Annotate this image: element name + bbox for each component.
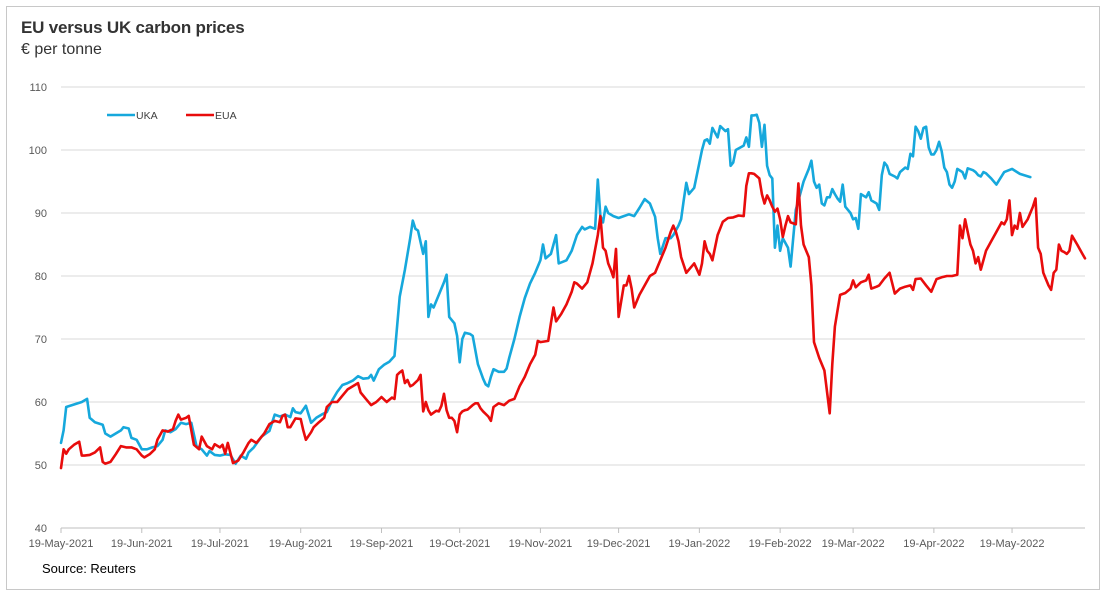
y-tick-label: 50 [35, 460, 47, 472]
y-axis-ticks: 40 50 60 70 80 90 100 110 [29, 82, 47, 535]
x-tick-label: 19-Jul-2021 [191, 538, 249, 550]
y-tick-label: 70 [35, 334, 47, 346]
series-line-eua [59, 172, 1087, 470]
x-tick-label: 19-Dec-2021 [587, 538, 651, 550]
x-tick-label: 19-Apr-2022 [903, 538, 964, 550]
chart-source: Source: Reuters [42, 561, 136, 576]
y-tick-label: 110 [29, 82, 47, 94]
chart-title: EU versus UK carbon prices [21, 18, 245, 37]
gridlines [61, 86, 1085, 529]
x-tick-label: 19-May-2021 [29, 538, 94, 550]
y-tick-label: 100 [29, 145, 47, 157]
x-tick-label: 19-Oct-2021 [429, 538, 490, 550]
x-tick-label: 19-Mar-2022 [822, 538, 885, 550]
x-tick-label: 19-May-2022 [980, 538, 1045, 550]
series-line-uka [59, 113, 1032, 465]
x-axis-ticks: 19-May-2021 19-Jun-2021 19-Jul-2021 19-Aug-… [29, 528, 1045, 550]
x-tick-label: 19-Jan-2022 [668, 538, 730, 550]
legend-label-uka: UKA [136, 110, 158, 122]
y-tick-label: 80 [35, 271, 47, 283]
x-tick-label: 19-Nov-2021 [509, 538, 573, 550]
y-tick-label: 60 [35, 397, 47, 409]
chart-frame [6, 6, 1100, 590]
x-tick-label: 19-Aug-2021 [269, 538, 333, 550]
legend: UKA EUA [107, 110, 237, 122]
x-tick-label: 19-Feb-2022 [749, 538, 812, 550]
chart-subtitle: € per tonne [21, 41, 102, 58]
x-tick-label: 19-Sep-2021 [350, 538, 414, 550]
y-tick-label: 40 [35, 523, 47, 535]
y-tick-label: 90 [35, 208, 47, 220]
legend-label-eua: EUA [215, 110, 237, 122]
x-tick-label: 19-Jun-2021 [111, 538, 173, 550]
series-lines [59, 113, 1087, 470]
